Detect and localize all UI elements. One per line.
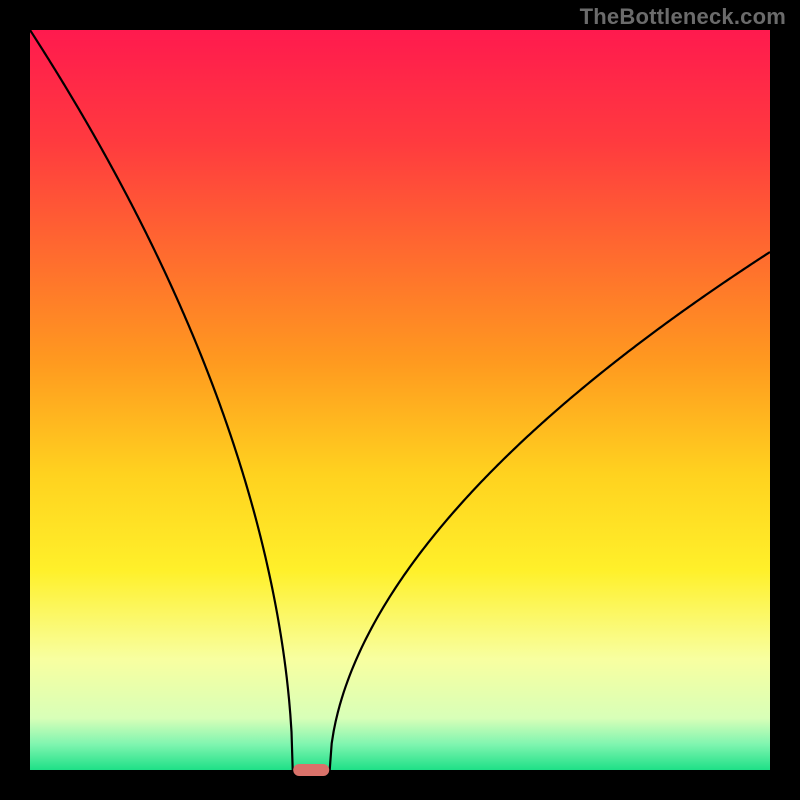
watermark-text: TheBottleneck.com: [580, 4, 786, 30]
chart-svg: [0, 0, 800, 800]
bottleneck-marker: [293, 764, 329, 776]
chart-background-gradient: [30, 30, 770, 770]
